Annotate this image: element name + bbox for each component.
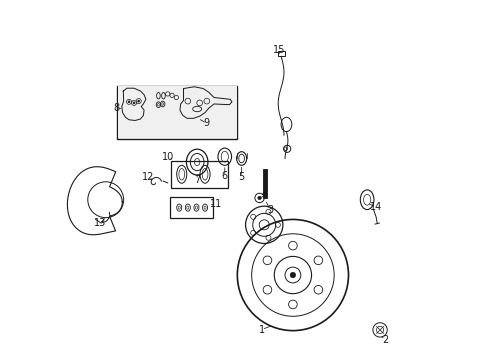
- Text: 4: 4: [261, 189, 267, 199]
- Bar: [170, 197, 212, 218]
- Text: 3: 3: [267, 206, 273, 216]
- Text: 5: 5: [238, 172, 244, 182]
- Text: 9: 9: [203, 118, 209, 128]
- Circle shape: [289, 272, 295, 278]
- Text: 14: 14: [369, 202, 382, 212]
- Circle shape: [128, 101, 130, 103]
- Bar: [117, 86, 237, 139]
- Text: 13: 13: [94, 218, 106, 228]
- Text: 2: 2: [381, 334, 387, 345]
- Circle shape: [137, 100, 140, 102]
- Text: 7: 7: [194, 175, 200, 185]
- Circle shape: [257, 196, 261, 200]
- Text: 1: 1: [258, 325, 264, 334]
- Bar: [118, 86, 236, 138]
- Text: 6: 6: [221, 171, 227, 181]
- Bar: [171, 161, 227, 188]
- Text: 15: 15: [272, 45, 285, 55]
- Circle shape: [133, 102, 135, 104]
- Text: 11: 11: [209, 199, 222, 210]
- Text: 10: 10: [162, 152, 174, 162]
- Text: 8: 8: [113, 103, 119, 113]
- Bar: [278, 51, 285, 56]
- Text: 12: 12: [142, 172, 154, 182]
